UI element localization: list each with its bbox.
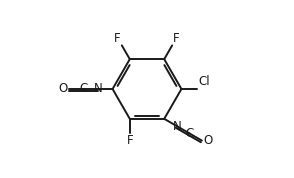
Text: F: F [114, 32, 121, 44]
Text: N: N [94, 82, 102, 96]
Text: C: C [79, 82, 88, 96]
Text: C: C [185, 127, 193, 140]
Text: N: N [172, 120, 181, 133]
Text: Cl: Cl [198, 75, 210, 88]
Text: O: O [59, 82, 68, 95]
Text: F: F [173, 32, 180, 44]
Text: F: F [126, 134, 133, 147]
Text: O: O [203, 134, 213, 147]
